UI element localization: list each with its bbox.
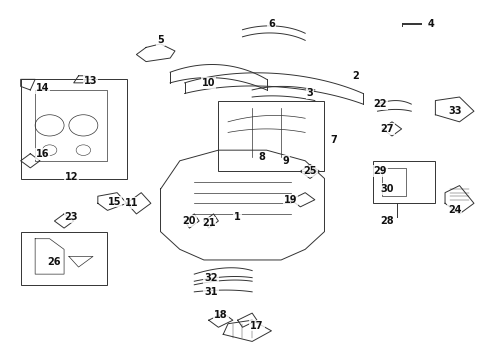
Text: 22: 22 <box>372 99 386 109</box>
Text: 10: 10 <box>201 78 215 88</box>
Text: 8: 8 <box>258 152 265 162</box>
Text: 33: 33 <box>447 106 460 116</box>
Text: 23: 23 <box>64 212 78 222</box>
Text: 25: 25 <box>302 166 316 176</box>
Text: 9: 9 <box>282 156 288 166</box>
Text: 30: 30 <box>379 184 393 194</box>
Text: 26: 26 <box>47 257 61 267</box>
Text: 16: 16 <box>35 149 49 159</box>
Text: 29: 29 <box>372 166 386 176</box>
Text: 31: 31 <box>204 287 217 297</box>
Text: 2: 2 <box>352 71 359 81</box>
Text: 28: 28 <box>379 216 393 226</box>
Text: 20: 20 <box>182 216 196 226</box>
Bar <box>21 79 126 178</box>
Text: 21: 21 <box>201 218 215 228</box>
Text: 32: 32 <box>204 273 217 283</box>
Text: 14: 14 <box>35 83 49 93</box>
Text: 24: 24 <box>447 205 460 215</box>
Bar <box>372 161 435 203</box>
Text: 3: 3 <box>306 89 313 99</box>
Text: 11: 11 <box>124 198 138 208</box>
Text: 18: 18 <box>213 310 227 320</box>
Text: 13: 13 <box>84 76 97 86</box>
Text: 4: 4 <box>426 19 433 29</box>
Text: 1: 1 <box>234 212 241 222</box>
Text: 7: 7 <box>330 135 337 145</box>
Text: 6: 6 <box>268 19 274 29</box>
Text: 27: 27 <box>379 124 393 134</box>
Bar <box>218 101 324 171</box>
Text: 5: 5 <box>157 35 164 45</box>
Text: 12: 12 <box>64 172 78 182</box>
Text: 19: 19 <box>284 195 297 205</box>
Bar <box>21 232 107 285</box>
Text: 17: 17 <box>250 321 263 331</box>
Text: 15: 15 <box>108 196 121 206</box>
